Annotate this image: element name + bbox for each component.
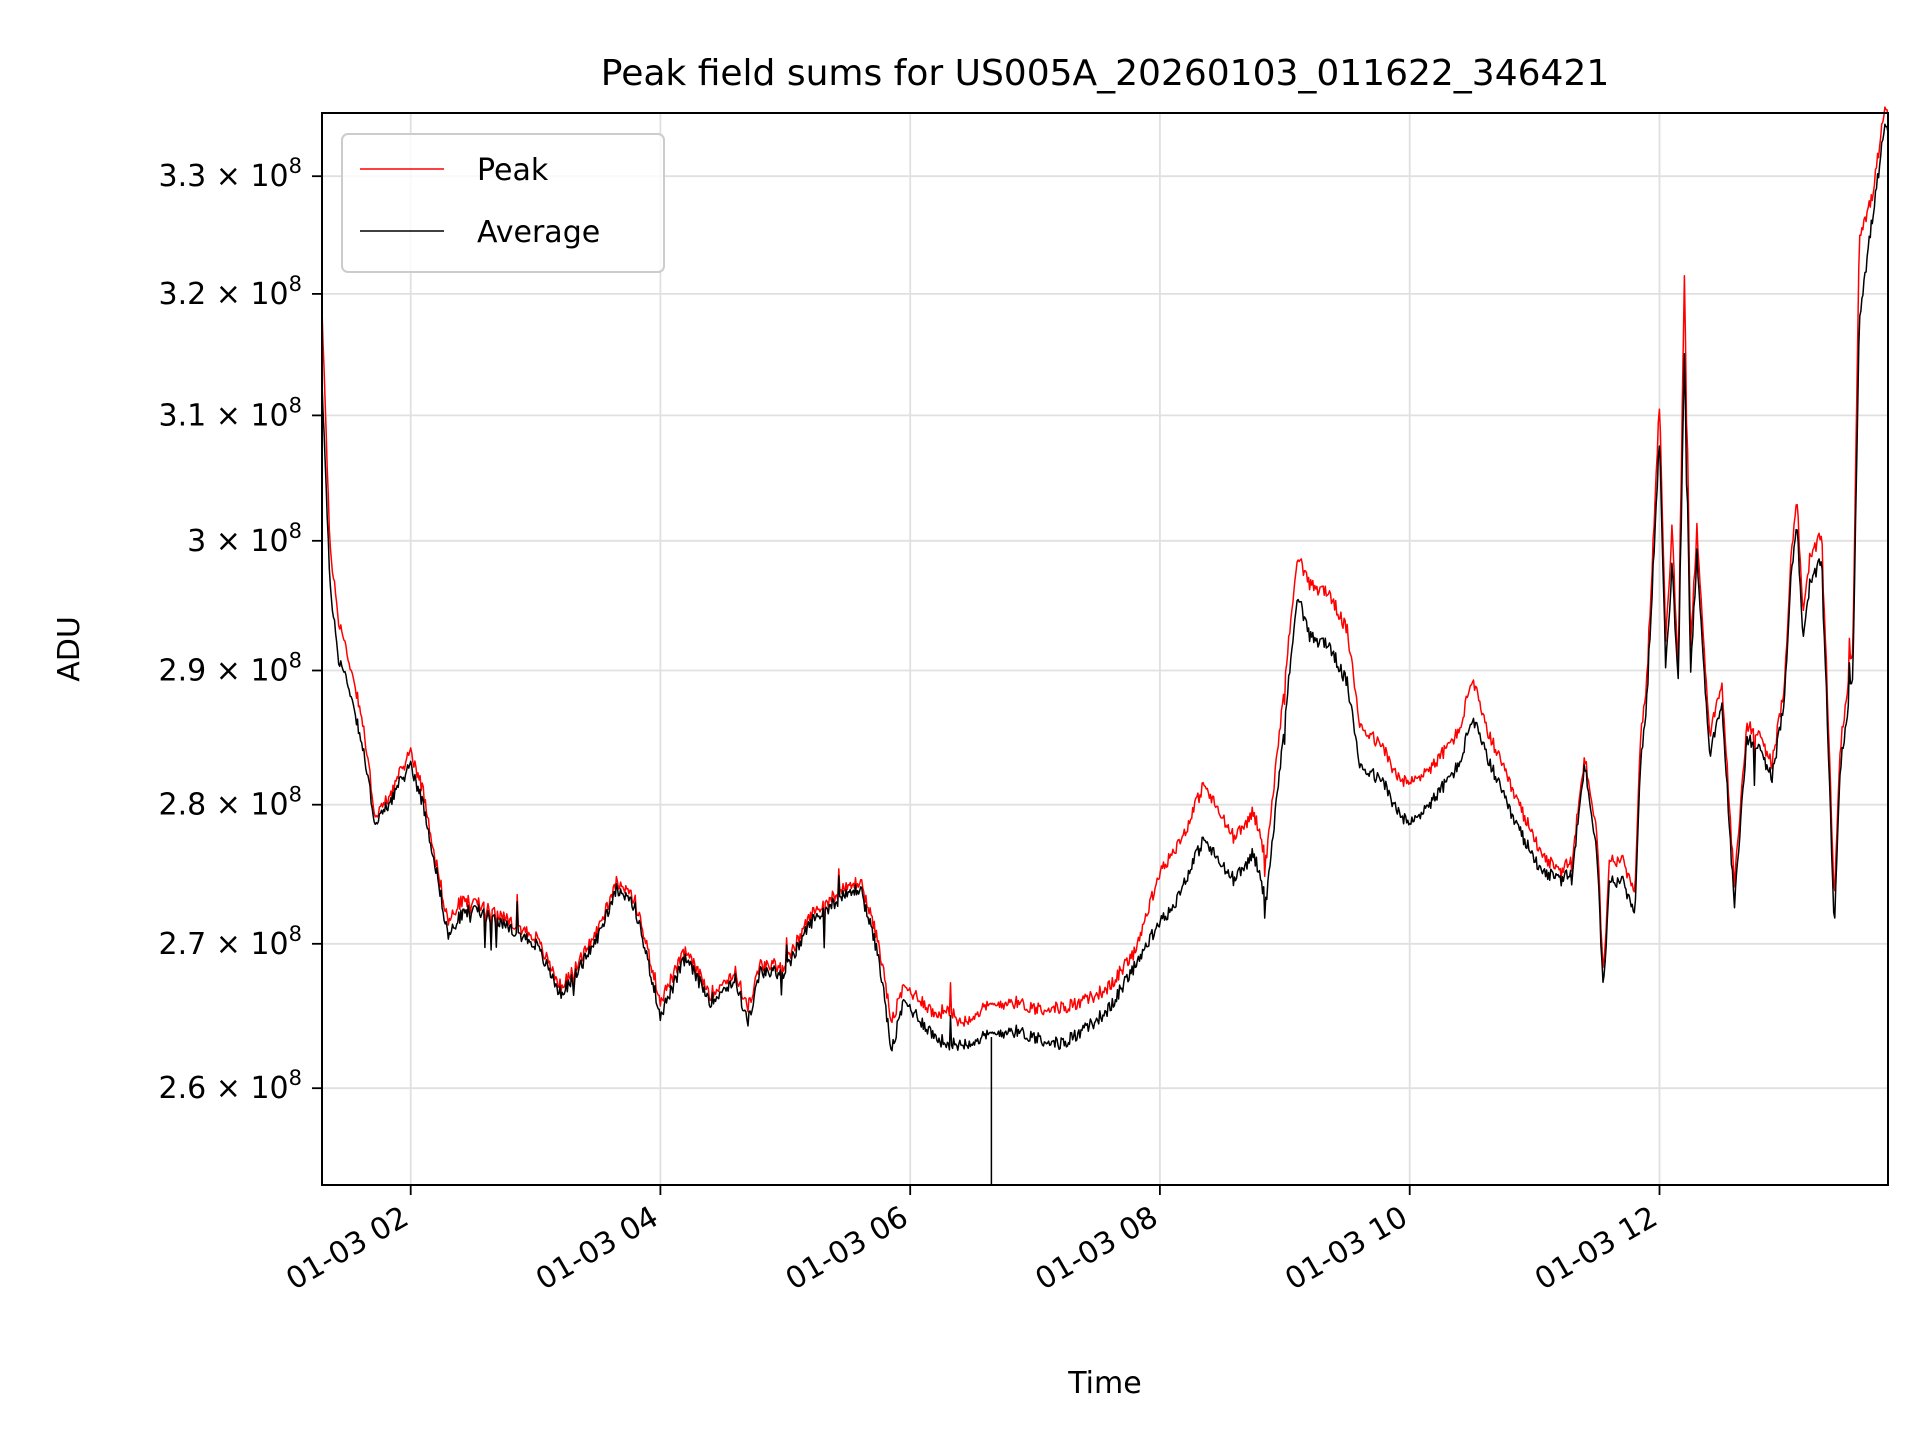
- legend: Peak Average: [341, 133, 665, 273]
- x-axis-label: Time: [1067, 1366, 1141, 1401]
- y-tick-label-4: 3 × 108: [187, 519, 302, 559]
- y-tick-label-6: 3.2 × 108: [159, 272, 302, 312]
- grid-lines: [322, 113, 1888, 1185]
- y-axis-label: ADU: [52, 616, 87, 682]
- series-line-average: [321, 123, 1889, 1052]
- legend-label-peak: Peak: [477, 153, 549, 188]
- y-axis: 2.6 × 108 2.7 × 108 2.8 × 108 2.9 × 108 3 × …: [159, 154, 322, 1106]
- plot-frame: [321, 112, 1889, 1186]
- legend-label-average: Average: [477, 215, 600, 250]
- y-tick-label-1: 2.7 × 108: [159, 922, 302, 962]
- y-tick-label-7: 3.3 × 108: [159, 154, 302, 194]
- chart-title: Peak field sums for US005A_20260103_0116…: [601, 53, 1609, 94]
- y-tick-label-3: 2.9 × 108: [159, 649, 302, 689]
- y-tick-label-0: 2.6 × 108: [159, 1066, 302, 1106]
- y-tick-label-5: 3.1 × 108: [159, 393, 302, 433]
- y-tick-label-2: 2.8 × 108: [159, 783, 302, 823]
- series-layer: [321, 106, 1889, 1185]
